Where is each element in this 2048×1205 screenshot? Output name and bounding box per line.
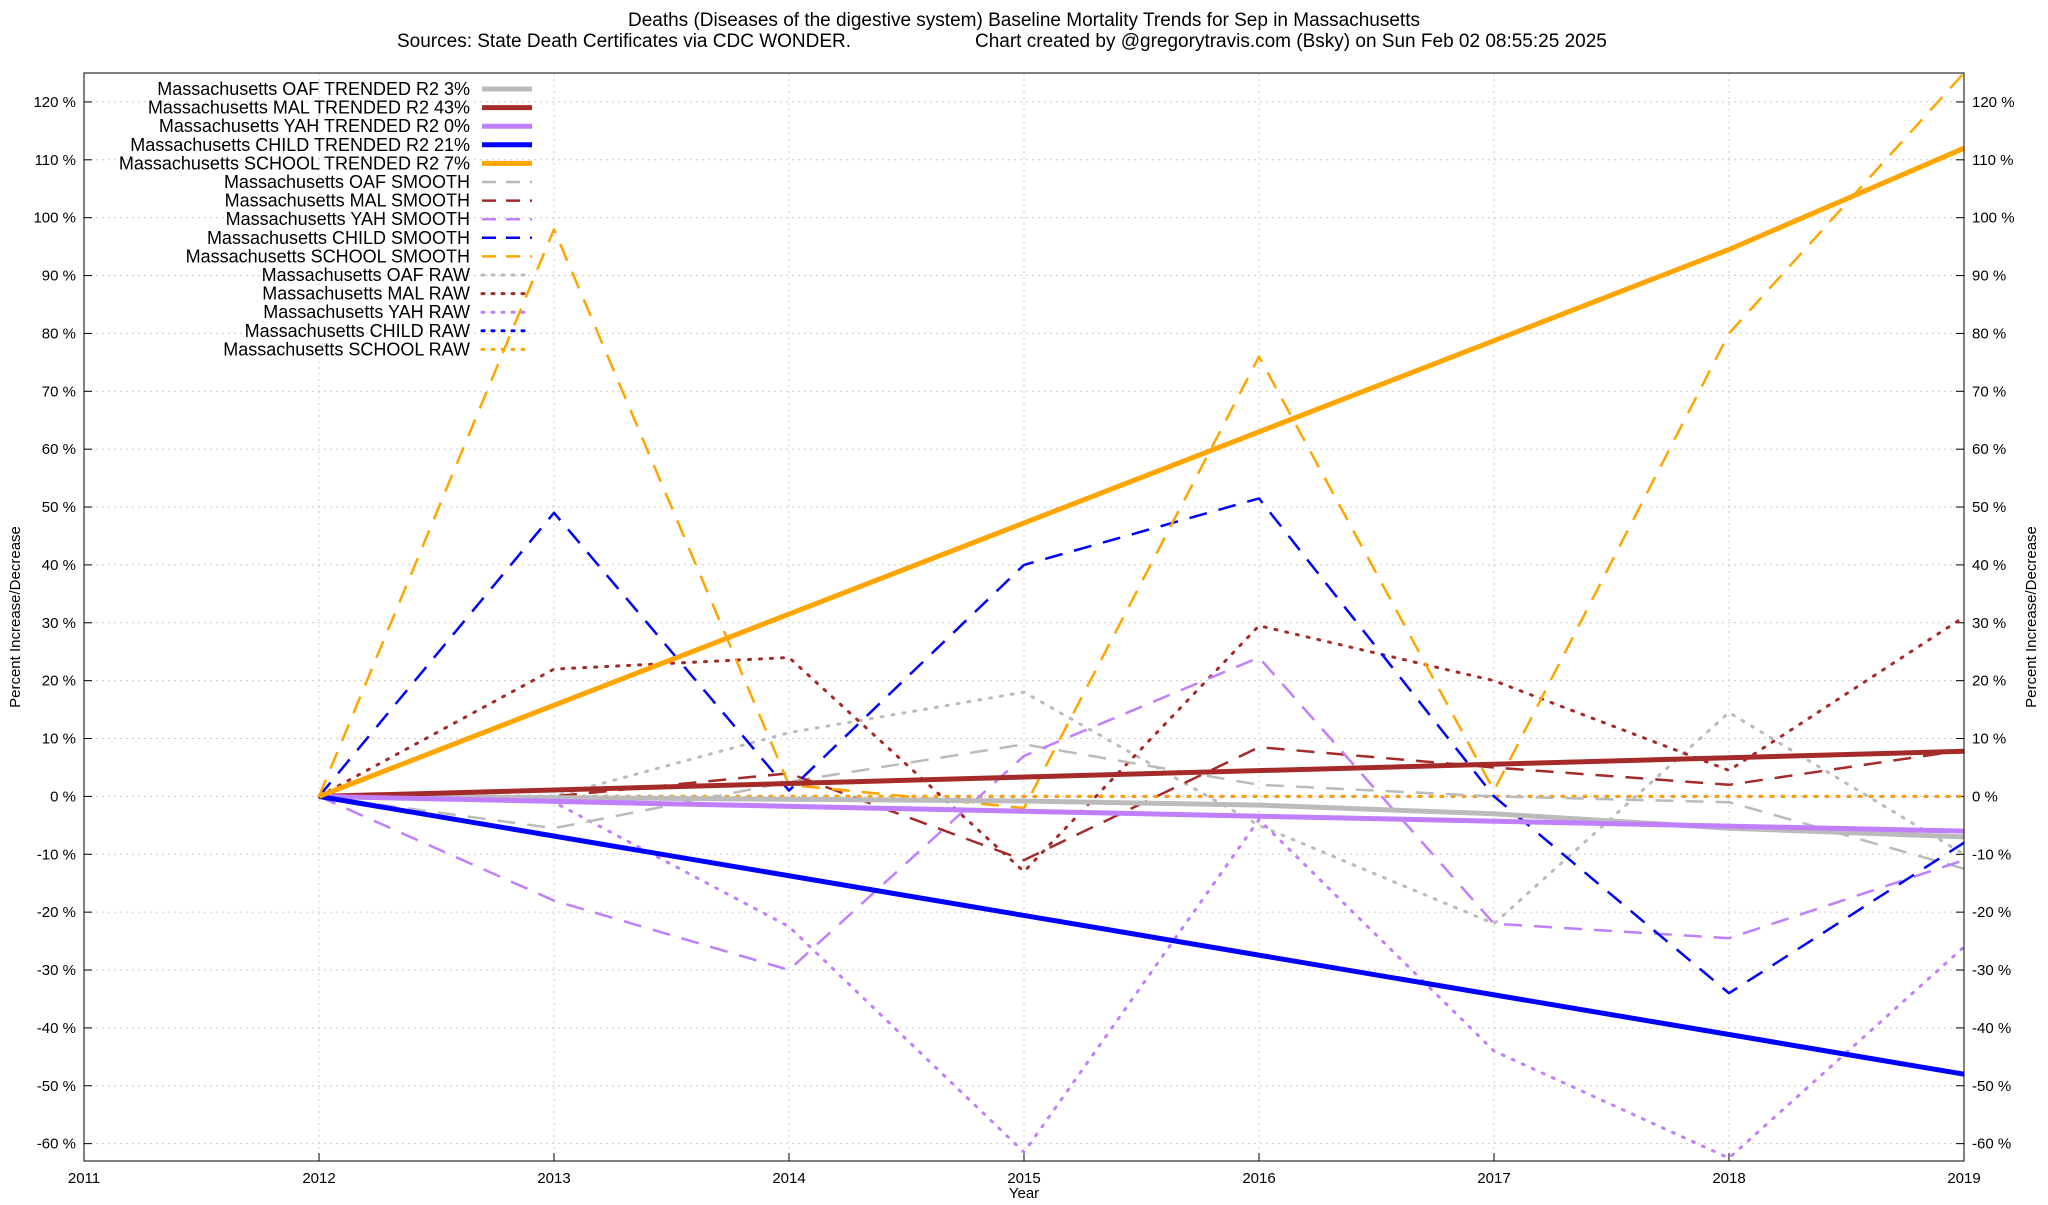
x-axis-label: Year [1009, 1185, 1039, 1200]
legend-label: Massachusetts SCHOOL TRENDED R2 7% [119, 153, 470, 173]
y2-tick-label: -60 % [1972, 1136, 2011, 1153]
y2-tick-label: 40 % [1972, 557, 2006, 574]
data-series [317, 72, 1966, 1160]
series-line-massachusetts-yah-smooth [318, 656, 1965, 972]
y2-axis-label: Percent Increase/Decrease [2023, 526, 2040, 708]
y-tick-label: -40 % [37, 1020, 76, 1037]
y-tick-label: 60 % [42, 441, 76, 458]
x-tick-label: 2019 [1947, 1170, 1980, 1187]
legend-label: Massachusetts OAF TRENDED R2 3% [157, 79, 470, 99]
plot-area-border [83, 72, 1965, 1162]
y-tick-label: -30 % [37, 962, 76, 979]
legend-label: Massachusetts OAF SMOOTH [224, 172, 470, 192]
legend-label: Massachusetts SCHOOL RAW [223, 339, 470, 359]
legend-label: Massachusetts YAH RAW [263, 302, 470, 322]
y2-tick-label: 0 % [1972, 788, 1998, 805]
y-tick-label: 90 % [42, 268, 76, 285]
y2-tick-label: -30 % [1972, 962, 2011, 979]
y2-tick-label: -10 % [1972, 846, 2011, 863]
y2-tick-label: 20 % [1972, 673, 2006, 690]
y2-tick-label: 50 % [1972, 499, 2006, 516]
series-line-massachusetts-mal-raw [317, 615, 1966, 874]
y-tick-label: 80 % [42, 325, 76, 342]
legend-label: Massachusetts CHILD TRENDED R2 21% [130, 135, 470, 155]
x-tick-label: 2013 [537, 1170, 570, 1187]
legend-label: Massachusetts YAH TRENDED R2 0% [159, 116, 470, 136]
legend-label: Massachusetts MAL TRENDED R2 43% [148, 98, 470, 118]
series-line-massachusetts-yah-trended-r2-0 [318, 793, 1965, 834]
y2-tick-label: 120 % [1972, 94, 2015, 111]
series-line-massachusetts-child-smooth [318, 497, 1965, 995]
y-axis-label: Percent Increase/Decrease [7, 526, 24, 708]
y-tick-label: 20 % [42, 673, 76, 690]
y-tick-label: 70 % [42, 383, 76, 400]
y-tick-label: 0 % [50, 788, 76, 805]
y2-tick-label: 100 % [1972, 210, 2015, 227]
y-tick-label: 10 % [42, 731, 76, 748]
y2-tick-label: 110 % [1972, 152, 2013, 169]
chart-subtitle-source: Sources: State Death Certificates via CD… [397, 31, 851, 52]
y-tick-label: -50 % [37, 1078, 76, 1095]
legend-label: Massachusetts CHILD SMOOTH [207, 228, 470, 248]
y-tick-label: 110 % [35, 152, 76, 169]
x-tick-label: 2016 [1242, 1170, 1275, 1187]
axis-ticks: 120 % 120 % 110 % 110 % 100 % 100 % 90 % 90 % 80… [33, 94, 2014, 1187]
x-tick-label: 2011 [68, 1170, 100, 1187]
x-tick-label: 2014 [772, 1170, 805, 1187]
series-line-massachusetts-child-trended-r2-21 [318, 793, 1965, 1077]
y2-tick-label: 30 % [1972, 615, 2006, 632]
y-tick-label: 120 % [33, 94, 76, 111]
chart-title: Deaths (Diseases of the digestive system… [628, 10, 1420, 31]
legend-label: Massachusetts MAL RAW [262, 284, 470, 304]
y-tick-label: -10 % [37, 846, 76, 863]
y-tick-label: -60 % [37, 1136, 76, 1153]
y2-tick-label: 70 % [1972, 383, 2006, 400]
legend-label: Massachusetts YAH SMOOTH [226, 209, 470, 229]
y-tick-label: 30 % [42, 615, 76, 632]
x-tick-label: 2017 [1477, 1170, 1510, 1187]
series-line-massachusetts-oaf-smooth [318, 743, 1965, 870]
legend-label: Massachusetts MAL SMOOTH [225, 191, 470, 211]
x-tick-label: 2018 [1712, 1170, 1745, 1187]
series-line-massachusetts-school-trended-r2-7 [318, 145, 1965, 799]
chart-subtitle-credit: Chart created by @gregorytravis.com (Bsk… [975, 31, 1607, 52]
y2-tick-label: -50 % [1972, 1078, 2011, 1095]
series-line-massachusetts-school-smooth [317, 72, 1965, 810]
y2-tick-label: -20 % [1972, 904, 2011, 921]
y-tick-label: 100 % [33, 210, 76, 227]
y-tick-label: 50 % [42, 499, 76, 516]
legend-label: Massachusetts OAF RAW [262, 265, 470, 285]
y-tick-label: -20 % [37, 904, 76, 921]
y2-tick-label: 80 % [1972, 325, 2006, 342]
series-line-massachusetts-mal-trended-r2-43 [318, 748, 1965, 799]
x-tick-label: 2015 [1007, 1170, 1040, 1187]
y2-tick-label: -40 % [1972, 1020, 2011, 1037]
legend-label: Massachusetts CHILD RAW [245, 321, 470, 341]
y2-tick-label: 60 % [1972, 441, 2006, 458]
series-line-massachusetts-oaf-raw [317, 690, 1966, 926]
legend-label: Massachusetts SCHOOL SMOOTH [186, 246, 470, 266]
y-tick-label: 40 % [42, 557, 76, 574]
y2-tick-label: 90 % [1972, 268, 2006, 285]
y2-tick-label: 10 % [1972, 731, 2006, 748]
legend: Massachusetts OAF TRENDED R2 3%Massachus… [119, 79, 534, 359]
x-tick-label: 2012 [302, 1170, 335, 1187]
